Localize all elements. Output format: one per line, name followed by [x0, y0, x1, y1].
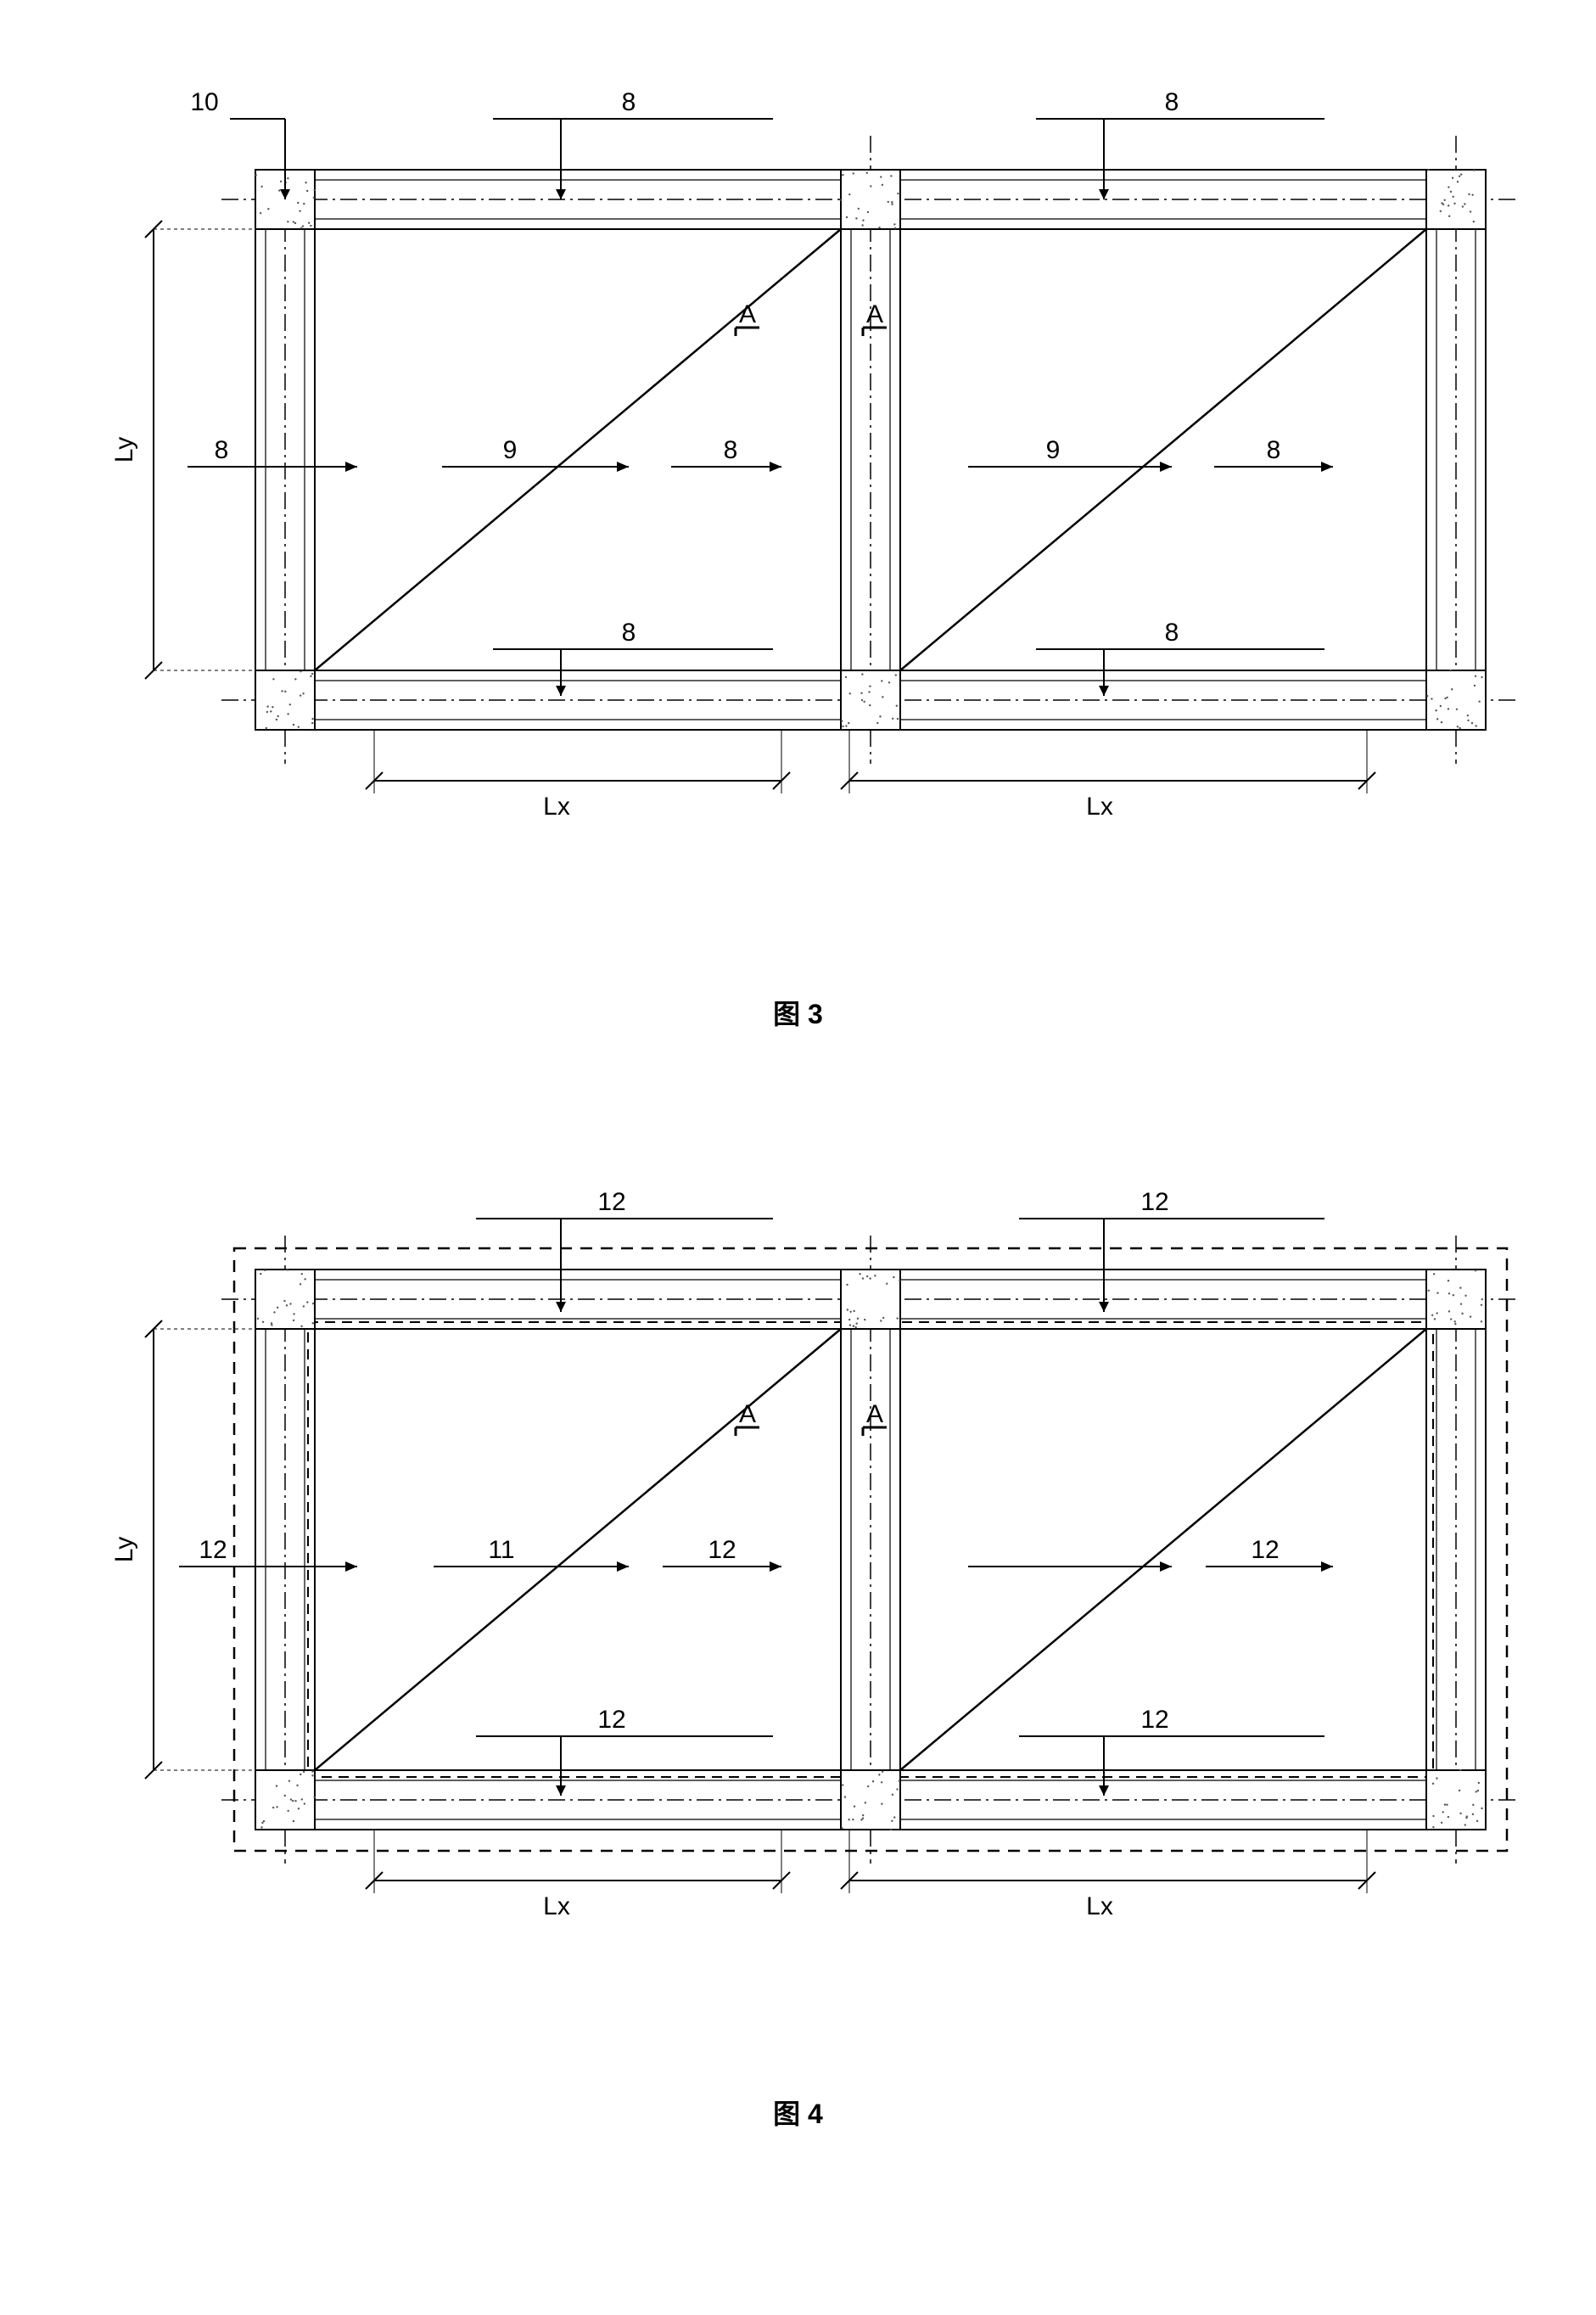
svg-text:12: 12	[708, 1536, 736, 1564]
figure-caption: 图 3	[35, 993, 1562, 1032]
svg-text:8: 8	[1164, 619, 1179, 647]
svg-text:9: 9	[1045, 436, 1060, 464]
svg-text:A: A	[738, 1400, 755, 1428]
structural-diagram: 10 8 8 8 9 8 9 8 8 8 A A Ly Lx Lx	[35, 34, 1562, 967]
svg-text:8: 8	[723, 436, 737, 464]
svg-text:9: 9	[502, 436, 517, 464]
svg-text:8: 8	[214, 436, 228, 464]
svg-text:A: A	[738, 300, 755, 328]
svg-text:8: 8	[1164, 88, 1179, 116]
svg-text:Lx: Lx	[1086, 793, 1113, 821]
structural-diagram: 12 12 12 11 12 12 12 12 A A Ly Lx Lx	[35, 1134, 1562, 2067]
svg-text:12: 12	[597, 1188, 625, 1216]
svg-text:Ly: Ly	[110, 437, 138, 463]
svg-text:A: A	[865, 1400, 882, 1428]
figure-caption: 图 4	[35, 2093, 1562, 2132]
svg-text:12: 12	[199, 1536, 227, 1564]
svg-text:8: 8	[621, 88, 636, 116]
svg-text:12: 12	[1251, 1536, 1279, 1564]
svg-text:A: A	[865, 300, 882, 328]
figure-container: 10 8 8 8 9 8 9 8 8 8 A A Ly Lx Lx 图 3	[35, 34, 1562, 1032]
svg-text:12: 12	[1140, 1706, 1168, 1734]
svg-text:8: 8	[1266, 436, 1280, 464]
svg-text:8: 8	[621, 619, 636, 647]
svg-text:Lx: Lx	[543, 1892, 570, 1920]
figure-container: 12 12 12 11 12 12 12 12 A A Ly Lx Lx 图 4	[35, 1134, 1562, 2132]
svg-text:Lx: Lx	[543, 793, 570, 821]
svg-text:11: 11	[488, 1536, 514, 1564]
svg-text:12: 12	[597, 1706, 625, 1734]
svg-text:12: 12	[1140, 1188, 1168, 1216]
svg-text:Ly: Ly	[110, 1537, 138, 1563]
svg-text:10: 10	[190, 88, 218, 116]
svg-text:Lx: Lx	[1086, 1892, 1113, 1920]
